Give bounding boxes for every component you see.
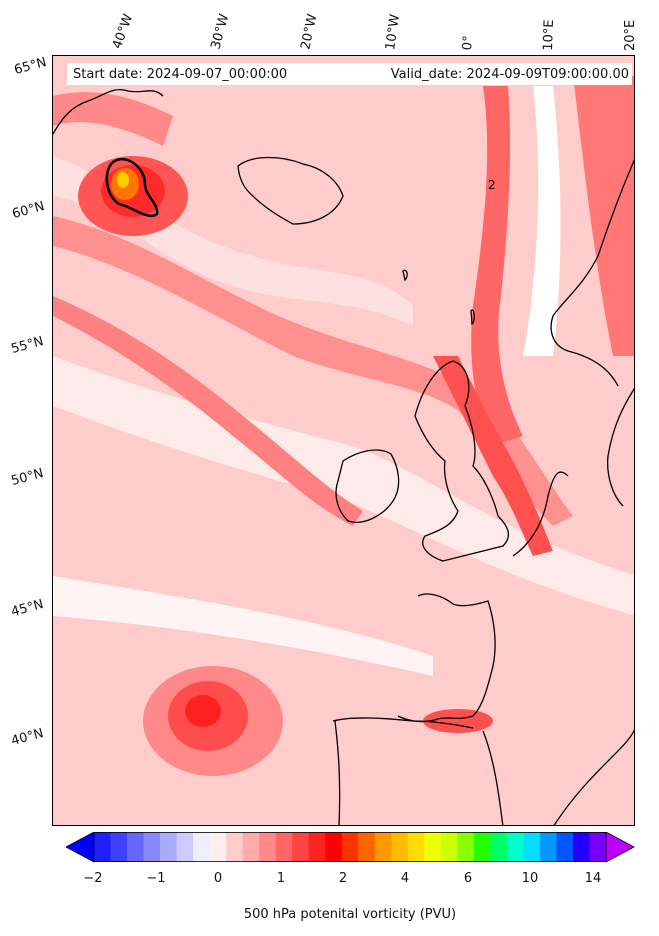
pv-mid-band (53, 296, 363, 526)
pv-mid-band (53, 216, 573, 526)
colorbar-segment (391, 832, 409, 862)
colorbar-segment (275, 832, 293, 862)
start-date-label: Start date: 2024-09-07_00:00:00 (73, 67, 288, 82)
pv-contour-map: 2 (53, 56, 634, 825)
low-countries-coast (512, 471, 569, 557)
colorbar-segment (259, 832, 277, 862)
colorbar-segment (539, 832, 557, 862)
pv-ridge-band (471, 86, 523, 446)
colorbar-segment (440, 832, 458, 862)
britain-coast (414, 360, 510, 562)
lat-label: 50°N (9, 466, 46, 489)
colorbar-segment (226, 832, 244, 862)
pv-biscay-patch (423, 709, 493, 733)
ireland-coast (335, 449, 400, 523)
lat-label: 45°N (9, 597, 46, 620)
colorbar-tick: −2 (83, 871, 103, 886)
colorbar-segment (341, 832, 359, 862)
lat-label: 40°N (9, 726, 46, 749)
colorbar-tick: 14 (584, 871, 602, 886)
colorbar-segment (556, 832, 574, 862)
colorbar-frame (93, 832, 607, 863)
colorbar-segment (589, 832, 607, 862)
colorbar-segment (143, 832, 161, 862)
colorbar-extend-min (66, 832, 95, 863)
contour-label: 2 (488, 178, 496, 192)
pv-low-band (53, 156, 413, 326)
greenland-coast (53, 89, 164, 135)
colorbar-segment (292, 832, 310, 862)
lat-label: 55°N (9, 334, 46, 357)
pv-low-band (53, 356, 634, 616)
lat-label: 65°N (12, 55, 49, 78)
colorbar-segment (94, 832, 112, 862)
pv-vortex-south (185, 695, 221, 727)
lon-label: 20°W (298, 12, 321, 51)
lon-label: 30°W (208, 12, 233, 51)
iceland-coast (237, 156, 344, 225)
colorbar-segment (374, 832, 392, 862)
faroe-coast (402, 269, 408, 282)
lon-label: 10°E (541, 19, 558, 51)
coastlines (53, 89, 634, 825)
lon-label: 20°E (623, 19, 638, 51)
colorbar-tick: 0 (213, 871, 223, 886)
colorbar-segment (176, 832, 194, 862)
iberia-east-coast (482, 730, 504, 825)
lon-label: 0° (460, 34, 477, 51)
colorbar-segment (506, 832, 524, 862)
colorbar-segment (457, 832, 475, 862)
colorbar-tick: −1 (146, 871, 166, 886)
iberia-west-coast (334, 720, 341, 825)
colorbar-segment (160, 832, 178, 862)
colorbar-segment (209, 832, 227, 862)
colorbar-segment (523, 832, 541, 862)
colorbar-segment (424, 832, 442, 862)
iberia-north-coast (332, 717, 474, 729)
lat-label: 60°N (10, 199, 47, 222)
shetland-coast (470, 309, 475, 326)
lon-label: 40°W (109, 12, 137, 51)
colorbar-tick: 10 (521, 871, 539, 886)
colorbar (66, 832, 635, 863)
pv-core-nw (117, 172, 129, 188)
pv-white-streak (523, 86, 561, 356)
colorbar-tick: 6 (463, 871, 473, 886)
colorbar-extend-max (605, 832, 635, 863)
pv-2-contour (105, 157, 159, 217)
pv-east-band (573, 76, 634, 356)
france-coast (397, 593, 496, 723)
norway-coast (550, 159, 634, 387)
colorbar-segment (407, 832, 425, 862)
colorbar-segment (473, 832, 491, 862)
colorbar-label: 500 hPa potenital vorticity (PVU) (243, 907, 457, 922)
colorbar-tick: 2 (338, 871, 348, 886)
colorbar-segment (242, 832, 260, 862)
colorbar-segment (308, 832, 326, 862)
mediterranean-coast (553, 729, 634, 825)
colorbar-segment (572, 832, 590, 862)
pv-low-band (53, 576, 433, 676)
colorbar-segment (490, 832, 508, 862)
date-header-band (67, 63, 632, 85)
lon-label: 10°W (383, 13, 403, 51)
colorbar-segment (193, 832, 211, 862)
colorbar-segment (110, 832, 128, 862)
valid-date-label: Valid_date: 2024-09-09T09:00:00.00 (390, 67, 629, 82)
map-panel: 2 (52, 55, 635, 826)
pv-north-sea-band (433, 356, 553, 556)
baltic-coast (607, 387, 634, 507)
colorbar-tick: 4 (400, 871, 410, 886)
colorbar-segment (358, 832, 376, 862)
colorbar-tick: 1 (276, 871, 286, 886)
colorbar-segment (325, 832, 343, 862)
colorbar-segment (127, 832, 145, 862)
pv-north-band (53, 92, 173, 146)
